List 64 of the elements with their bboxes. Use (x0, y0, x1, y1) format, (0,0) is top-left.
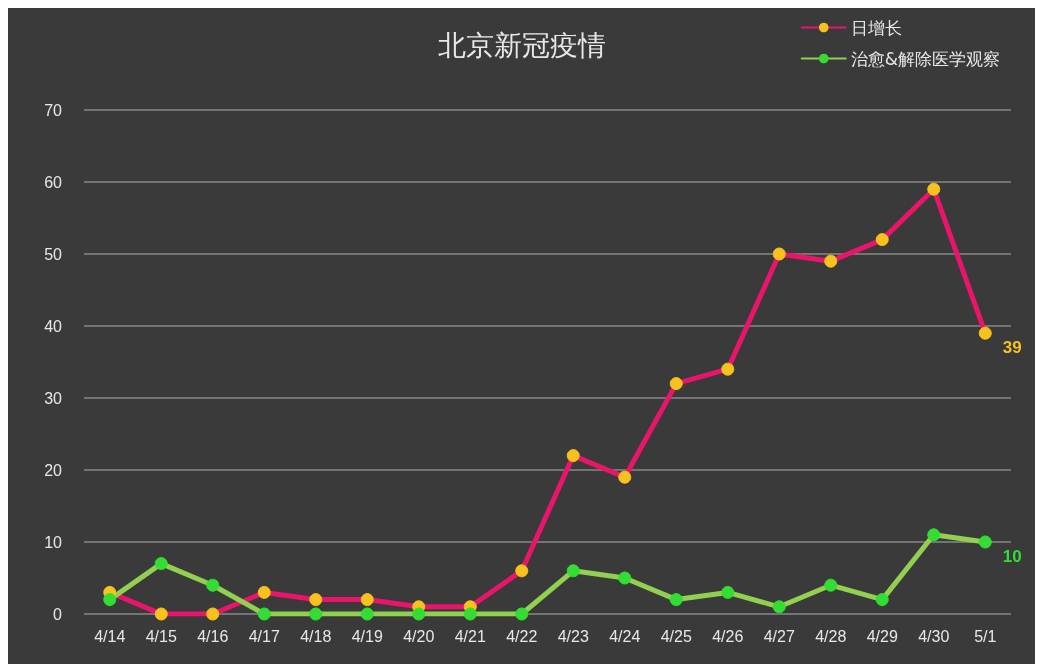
x-tick-label: 4/22 (506, 627, 538, 645)
point (978, 326, 992, 340)
point (412, 607, 426, 621)
x-tick-label: 4/29 (866, 627, 898, 645)
x-tick-label: 4/24 (609, 627, 641, 645)
point (772, 247, 786, 261)
y-tick-label: 60 (44, 173, 63, 191)
point (669, 593, 683, 607)
point (669, 377, 683, 391)
point (772, 600, 786, 614)
x-tick-label: 4/16 (197, 627, 229, 645)
point (154, 607, 168, 621)
point (824, 254, 838, 268)
point (206, 578, 220, 592)
point (566, 564, 580, 578)
y-tick-label: 10 (44, 533, 63, 551)
point (206, 607, 220, 621)
point (257, 585, 271, 599)
x-tick-label: 4/21 (454, 627, 486, 645)
point (721, 362, 735, 376)
point (875, 593, 889, 607)
x-tick-label: 4/23 (557, 627, 589, 645)
x-tick-label: 4/26 (712, 627, 744, 645)
y-tick-label: 50 (44, 245, 63, 263)
y-tick-label: 20 (44, 461, 63, 479)
point (927, 182, 941, 196)
point (515, 564, 529, 578)
point (618, 470, 632, 484)
point (875, 233, 889, 247)
point (463, 607, 477, 621)
point (103, 593, 117, 607)
point (566, 449, 580, 463)
y-tick-label: 40 (44, 317, 63, 335)
point (721, 585, 735, 599)
point (360, 593, 374, 607)
x-tick-label: 4/14 (94, 627, 126, 645)
point (309, 607, 323, 621)
point (309, 593, 323, 607)
x-tick-label: 4/27 (763, 627, 795, 645)
x-tick-label: 4/15 (145, 627, 177, 645)
x-tick-label: 4/19 (351, 627, 383, 645)
y-tick-label: 70 (44, 101, 63, 119)
x-tick-label: 5/1 (974, 627, 997, 645)
data-label: 39 (1002, 337, 1022, 357)
x-tick-label: 4/20 (403, 627, 435, 645)
point (927, 528, 941, 542)
point (618, 571, 632, 585)
x-tick-label: 4/18 (300, 627, 332, 645)
point (360, 607, 374, 621)
y-tick-label: 0 (53, 605, 63, 623)
point (515, 607, 529, 621)
point (257, 607, 271, 621)
x-tick-label: 4/28 (815, 627, 847, 645)
legend-label: 治愈&解除医学观察 (850, 48, 1001, 69)
point (978, 535, 992, 549)
legend-label: 日增长 (850, 17, 902, 38)
x-tick-label: 4/25 (660, 627, 692, 645)
chart-title: 北京新冠疫情 (437, 28, 606, 62)
x-tick-label: 4/30 (918, 627, 950, 645)
x-tick-label: 4/17 (248, 627, 280, 645)
y-tick-label: 30 (44, 389, 63, 407)
point (824, 578, 838, 592)
point (154, 557, 168, 571)
data-label: 10 (1002, 546, 1022, 566)
